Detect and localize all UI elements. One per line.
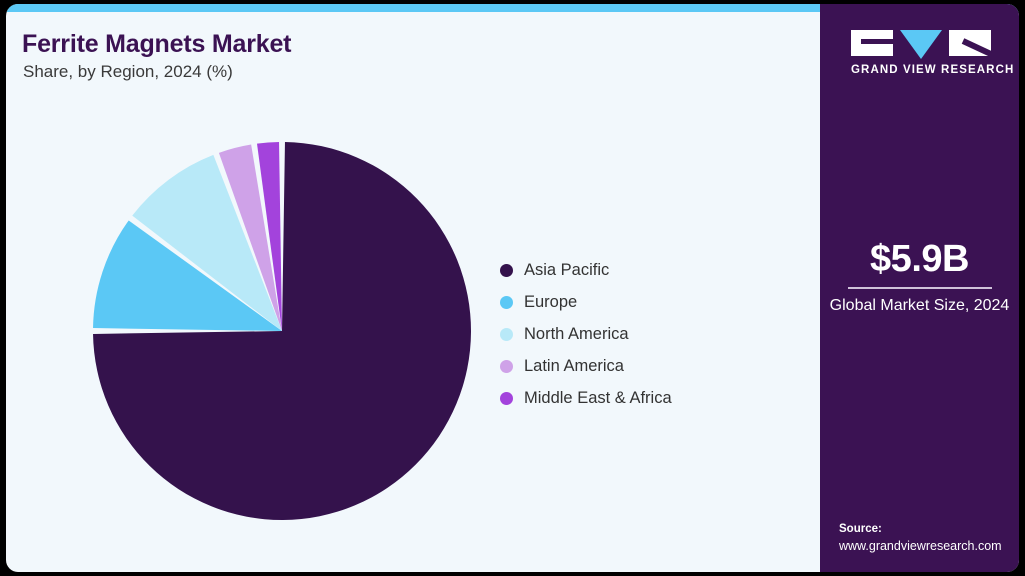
pie-slice <box>132 154 282 331</box>
chart-legend: Asia Pacific Europe North America Latin Ame… <box>500 254 672 414</box>
pie-slice <box>218 144 282 331</box>
legend-item[interactable]: Europe <box>500 286 672 318</box>
source-label: Source: <box>839 523 882 536</box>
pie-slice <box>93 220 283 331</box>
page-subtitle: Share, by Region, 2024 (%) <box>23 62 233 81</box>
logo-r-icon <box>949 30 991 56</box>
pie-slice <box>257 142 282 331</box>
logo-v-triangle-icon <box>900 30 942 59</box>
legend-color-swatch-icon <box>500 295 513 309</box>
pie-slice-group <box>93 142 471 520</box>
legend-item-label: Latin America <box>524 356 624 375</box>
brand-sidebar: GRAND VIEW RESEARCH $5.9B Global Market … <box>820 4 1019 572</box>
chart-card: Ferrite Magnets Market Share, by Region,… <box>6 4 1019 572</box>
source-block: Source: www.grandviewresearch.com <box>839 521 1019 554</box>
source-url: www.grandviewresearch.com <box>839 538 1002 553</box>
legend-color-swatch-icon <box>500 359 513 373</box>
grand-view-research-logo: GRAND VIEW RESEARCH <box>851 30 1015 76</box>
market-size-stat: $5.9B Global Market Size, 2024 <box>820 238 1019 316</box>
market-size-caption: Global Market Size, 2024 <box>829 296 1010 314</box>
stat-divider <box>847 286 992 289</box>
market-size-value: $5.9B <box>870 238 969 280</box>
legend-item-label: Middle East & Africa <box>524 388 672 407</box>
pie-chart <box>88 137 478 527</box>
logo-marks <box>851 30 991 59</box>
legend-color-swatch-icon <box>500 263 513 277</box>
top-accent-bar <box>6 4 1019 12</box>
legend-item[interactable]: North America <box>500 318 672 350</box>
logo-wordmark: GRAND VIEW RESEARCH <box>851 64 1015 76</box>
legend-item-label: Europe <box>524 292 578 311</box>
legend-item[interactable]: Latin America <box>500 350 672 382</box>
legend-item-label: Asia Pacific <box>524 260 610 279</box>
pie-slice <box>93 142 471 520</box>
legend-item[interactable]: Middle East & Africa <box>500 382 672 414</box>
legend-color-swatch-icon <box>500 391 513 405</box>
legend-item-label: North America <box>524 324 629 343</box>
pie-chart-svg <box>93 142 471 520</box>
legend-item[interactable]: Asia Pacific <box>500 254 672 286</box>
page-title: Ferrite Magnets Market <box>22 30 292 58</box>
logo-g-icon <box>851 30 893 56</box>
legend-color-swatch-icon <box>500 327 513 341</box>
